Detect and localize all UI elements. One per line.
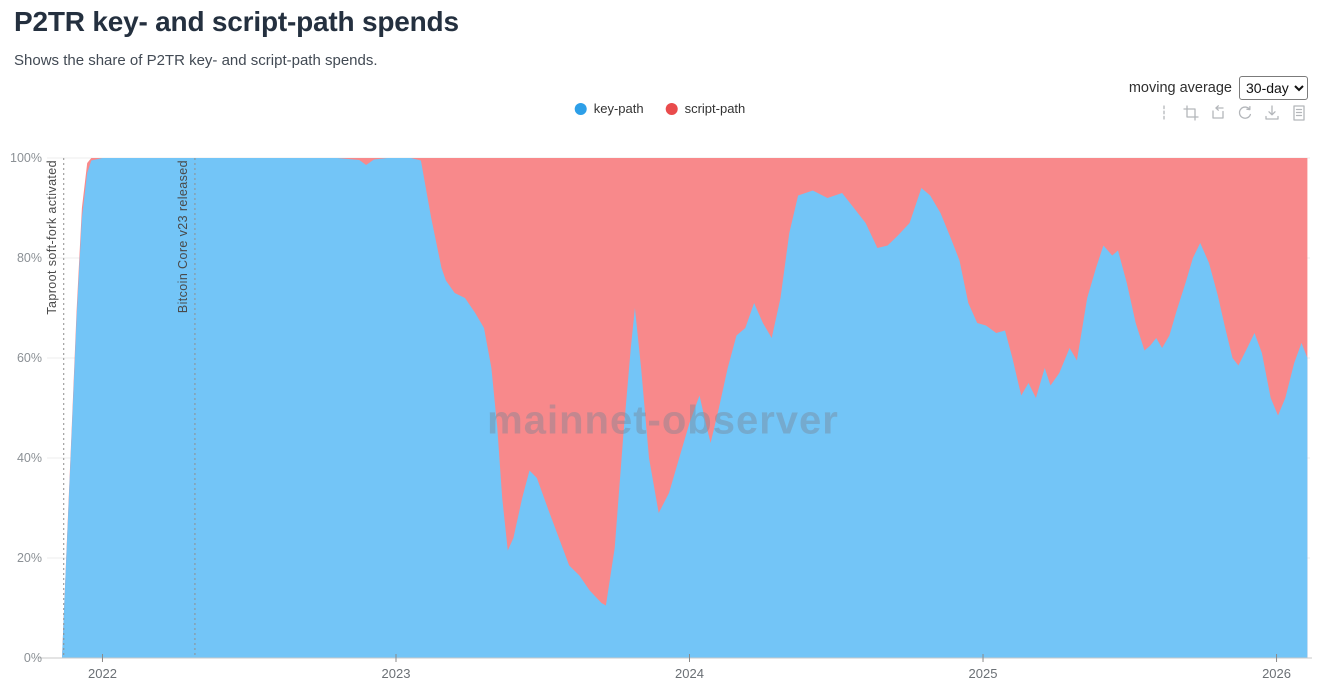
annotation-label-0: Taproot soft-fork activated [44,160,59,315]
x-tick-label: 2022 [88,666,117,681]
page-title: P2TR key- and script-path spends [14,6,459,37]
data-view-icon [1293,105,1305,121]
dashed-line-icon [1163,105,1165,121]
y-tick-label: 100% [10,151,42,165]
legend-label-key-path: key-path [593,101,644,116]
page-subtitle: Shows the share of P2TR key- and script-… [14,52,378,69]
y-tick-label: 20% [17,551,42,565]
zoom-reset-button[interactable] [1209,104,1227,122]
box-zoom-button[interactable] [1182,104,1200,122]
x-tick-label: 2023 [382,666,411,681]
legend: key-path script-path [574,101,746,116]
key-path-area[interactable] [62,158,1308,658]
chart-container: 2022 2023 2024 2025 2026 0% 20% 40% 60% 80% 100% m… [0,150,1320,697]
x-tick-label: 2026 [1262,666,1291,681]
dashed-line-button[interactable] [1155,104,1173,122]
chart-plot-area[interactable]: 2022 2023 2024 2025 2026 0% 20% 40% 60% 80% 100% [0,150,1320,697]
y-tick-label: 60% [17,351,42,365]
x-tick-label: 2024 [675,666,704,681]
data-view-button[interactable] [1290,104,1308,122]
zoom-reset-icon [1212,105,1224,119]
legend-item-script-path[interactable]: script-path [665,101,746,116]
moving-average-select[interactable]: 30-day [1239,76,1308,100]
legend-item-key-path[interactable]: key-path [574,101,644,116]
annotation-label-1: Bitcoin Core v23 released [175,160,190,314]
chart-toolbar [1155,104,1308,122]
download-icon [1265,105,1279,120]
x-tick-label: 2025 [969,666,998,681]
box-zoom-icon [1183,105,1199,121]
restore-button[interactable] [1236,104,1254,122]
y-tick-label: 0% [24,651,42,665]
legend-marker-script-path-icon [665,102,678,115]
y-tick-label: 80% [17,251,42,265]
moving-average-control: moving average 30-day [1129,76,1308,100]
download-button[interactable] [1263,104,1281,122]
legend-marker-key-path-icon [574,102,587,115]
restore-icon [1238,105,1252,119]
y-tick-label: 40% [17,451,42,465]
legend-label-script-path: script-path [684,101,746,116]
moving-average-label: moving average [1128,80,1232,96]
